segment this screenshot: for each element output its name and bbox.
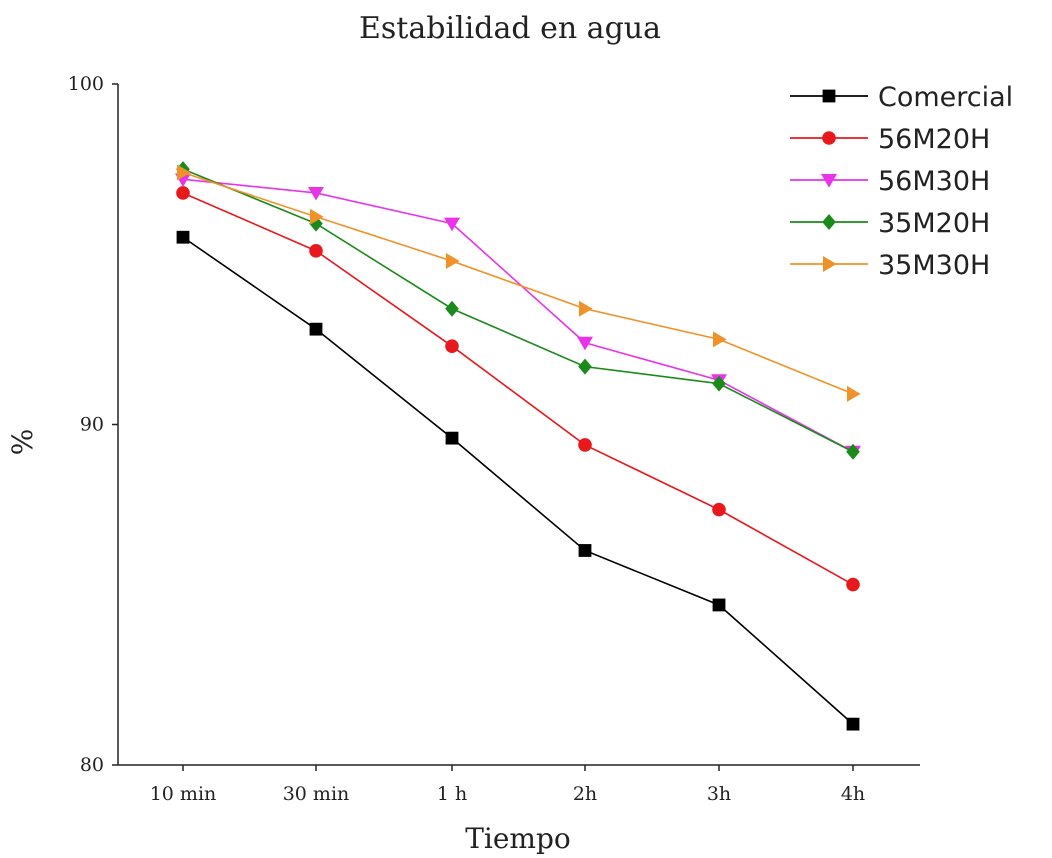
series-line-56m20h	[182, 192, 854, 586]
series-group	[175, 161, 861, 731]
data-point-35m20h	[578, 358, 592, 375]
series-line-56m30h	[182, 178, 854, 453]
data-point-56m20h	[712, 502, 726, 517]
data-point-35m30h	[310, 208, 324, 225]
legend-item-35m30h: 35M30H	[790, 250, 990, 281]
x-tick-label: 2h	[573, 783, 597, 805]
x-axis-label: Tiempo	[465, 822, 571, 855]
data-point-35m30h	[579, 300, 593, 317]
series-comercial	[176, 230, 860, 731]
legend: Comercial 56M20H 56M30H 35M20H 35M30H	[790, 82, 1013, 281]
data-point-56m30h	[577, 336, 593, 351]
data-point-35m30h	[713, 331, 727, 348]
data-point-35m30h	[446, 253, 460, 270]
legend-item-56m20h: 56M20H	[790, 124, 990, 155]
x-tick-label: 4h	[841, 783, 865, 805]
data-point-35m20h	[445, 300, 459, 317]
y-axis-label: %	[6, 429, 39, 456]
data-point-56m20h	[176, 186, 190, 200]
data-point-comercial	[578, 544, 592, 557]
legend-label: 56M30H	[878, 166, 990, 197]
data-point-56m30h	[444, 217, 460, 232]
data-point-comercial	[309, 322, 323, 336]
legend-label: 35M20H	[878, 208, 990, 239]
series-35m30h	[177, 164, 861, 402]
series-56m20h	[176, 186, 860, 592]
legend-marker	[822, 131, 836, 145]
series-56m30h	[175, 173, 861, 460]
series-35m20h	[176, 161, 860, 460]
data-point-comercial	[846, 717, 860, 731]
data-point-56m20h	[309, 244, 323, 258]
series-line-comercial	[182, 236, 854, 725]
y-tick-label: 90	[80, 414, 104, 436]
legend-marker	[821, 174, 837, 188]
y-tick-label: 80	[80, 754, 104, 776]
data-point-comercial	[176, 230, 190, 244]
legend-item-56m30h: 56M30H	[790, 166, 990, 197]
data-point-35m20h	[846, 443, 860, 460]
data-point-56m20h	[846, 577, 860, 592]
data-point-comercial	[712, 598, 726, 612]
data-point-35m30h	[177, 164, 191, 181]
data-point-56m20h	[578, 438, 592, 452]
legend-label: 35M30H	[878, 250, 990, 281]
x-tick-label: 3h	[707, 783, 731, 805]
chart-title: Estabilidad en agua	[359, 11, 661, 46]
legend-item-comercial: Comercial	[790, 82, 1013, 113]
data-point-56m20h	[445, 339, 459, 353]
legend-marker	[822, 214, 836, 230]
data-point-comercial	[445, 431, 459, 445]
y-tick-label: 100	[68, 73, 104, 95]
data-point-56m30h	[308, 186, 324, 201]
series-line-35m30h	[182, 171, 854, 395]
legend-label: Comercial	[878, 82, 1013, 113]
data-point-35m30h	[847, 385, 861, 402]
legend-marker	[822, 89, 836, 103]
legend-label: 56M20H	[878, 124, 990, 155]
legend-marker	[823, 256, 837, 272]
x-tick-label: 30 min	[283, 783, 350, 805]
data-point-35m20h	[712, 375, 726, 392]
axis-ticks: 80 90 100 10 min 30 min 1 h 2h 3h 4h	[68, 73, 865, 805]
x-tick-label: 1 h	[437, 783, 467, 805]
series-line-35m20h	[182, 168, 854, 453]
legend-item-35m20h: 35M20H	[790, 208, 990, 239]
x-tick-label: 10 min	[150, 783, 217, 805]
